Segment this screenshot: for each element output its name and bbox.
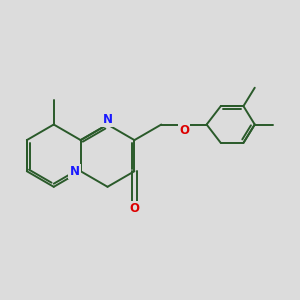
Text: N: N bbox=[69, 165, 80, 178]
Text: O: O bbox=[129, 202, 140, 215]
Text: O: O bbox=[179, 124, 189, 137]
Text: N: N bbox=[103, 113, 112, 126]
